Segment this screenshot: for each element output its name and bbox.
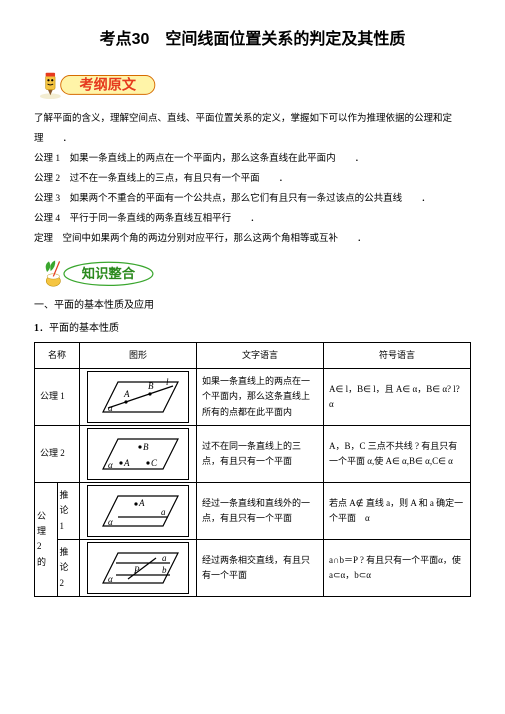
row-name: 推论1 [57, 482, 80, 539]
axiom-4: 公理 4 平行于同一条直线的两条直线互相平行 ． [34, 210, 471, 230]
figure-corollary1: A a α [87, 485, 189, 537]
col-header-figure: 图形 [80, 342, 197, 368]
svg-text:α: α [108, 403, 113, 413]
table-row: 公理 1 A B l α 如果一条直线上的两点在一个平面内，那么这条直线上所有的… [35, 368, 471, 425]
figure-cell: A B l α [80, 368, 197, 425]
axiom-2: 公理 2 过不在一条直线上的三点，有且只有一个平面 ． [34, 170, 471, 190]
figure-cell: a b P α [80, 539, 197, 596]
banner-zhishi-svg: 知识整合 [34, 256, 174, 288]
axiom-3: 公理 3 如果两个不重合的平面有一个公共点，那么它们有且只有一条过该点的公共直线… [34, 190, 471, 210]
banner-zhishi-text: 知识整合 [82, 265, 136, 281]
svg-text:C: C [151, 458, 158, 468]
banner-kaogang-svg: 考纲原文 [34, 68, 174, 100]
row-symbol: A∈ l，B∈ l，且 A∈ α，B∈ α? l? α [324, 368, 471, 425]
svg-text:A: A [123, 389, 130, 399]
row-symbol: 若点 A∉ 直线 a，则 A 和 a 确定一个平面 α [324, 482, 471, 539]
figure-axiom1: A B l α [87, 371, 189, 423]
section-heading: 一、平面的基本性质及应用 [34, 298, 471, 313]
sub-heading: 1．平面的基本性质 [34, 321, 471, 336]
banner-kaogang-text: 考纲原文 [80, 77, 137, 94]
col-header-symbol: 符号语言 [324, 342, 471, 368]
row-group-label: 公理2的 [35, 482, 58, 596]
col-header-text: 文字语言 [197, 342, 324, 368]
row-text: 经过两条相交直线，有且只有一个平面 [197, 539, 324, 596]
sub-heading-text: ．平面的基本性质 [39, 323, 119, 334]
table-row: 公理 2 A B C α 过不在同一条直线上的三点，有且只有一个平面 A，B，C… [35, 425, 471, 482]
row-name: 推论2 [57, 539, 80, 596]
axiom-1: 公理 1 如果一条直线上的两点在一个平面内，那么这条直线在此平面内 ． [34, 150, 471, 170]
row-symbol: A，B，C 三点不共线 ? 有且只有一个平面 α,使 A∈ α,B∈ α,C∈ … [324, 425, 471, 482]
col-header-name: 名称 [35, 342, 80, 368]
svg-text:B: B [148, 381, 154, 391]
table-row: 推论2 a b P α 经过两条相交直线，有且只有一个平面 a∩b＝P ? 有且… [35, 539, 471, 596]
svg-text:α: α [108, 517, 113, 527]
row-text: 经过一条直线和直线外的一点，有且只有一个平面 [197, 482, 324, 539]
svg-text:A: A [123, 458, 130, 468]
table-row: 公理2的 推论1 A a α 经过一条直线和直线外的一点，有且只有一个平面 若点… [35, 482, 471, 539]
svg-text:P: P [133, 565, 140, 575]
svg-text:α: α [108, 574, 113, 584]
svg-text:A: A [138, 498, 145, 508]
table-header-row: 名称 图形 文字语言 符号语言 [35, 342, 471, 368]
page: 考点30 空间线面位置关系的判定及其性质 考纲原文 了解平面的含义，理解空间点、… [0, 0, 505, 714]
figure-axiom2: A B C α [87, 428, 189, 480]
svg-text:a: a [161, 507, 166, 517]
page-title: 考点30 空间线面位置关系的判定及其性质 [34, 28, 471, 52]
row-symbol: a∩b＝P ? 有且只有一个平面α，使 a⊂α，b⊂α [324, 539, 471, 596]
row-text: 过不在同一条直线上的三点，有且只有一个平面 [197, 425, 324, 482]
row-text: 如果一条直线上的两点在一个平面内，那么这条直线上所有的点都在此平面内 [197, 368, 324, 425]
row-name: 公理 2 [35, 425, 80, 482]
figure-cell: A B C α [80, 425, 197, 482]
svg-text:b: b [162, 565, 167, 575]
theorem: 定理 空间中如果两个角的两边分别对应平行，那么这两个角相等或互补 ． [34, 230, 471, 250]
banner-kaogang: 考纲原文 [34, 68, 471, 100]
properties-table: 名称 图形 文字语言 符号语言 公理 1 A B l α 如果一条直线上的两 [34, 342, 471, 597]
svg-text:α: α [108, 460, 113, 470]
banner-zhishi: 知识整合 [34, 256, 471, 288]
figure-corollary2: a b P α [87, 542, 189, 594]
intro-paragraph: 了解平面的含义，理解空间点、直线、平面位置关系的定义，掌握如下可以作为推理依据的… [34, 110, 471, 150]
figure-cell: A a α [80, 482, 197, 539]
svg-text:a: a [162, 553, 167, 563]
row-name: 公理 1 [35, 368, 80, 425]
svg-text:B: B [143, 442, 149, 452]
